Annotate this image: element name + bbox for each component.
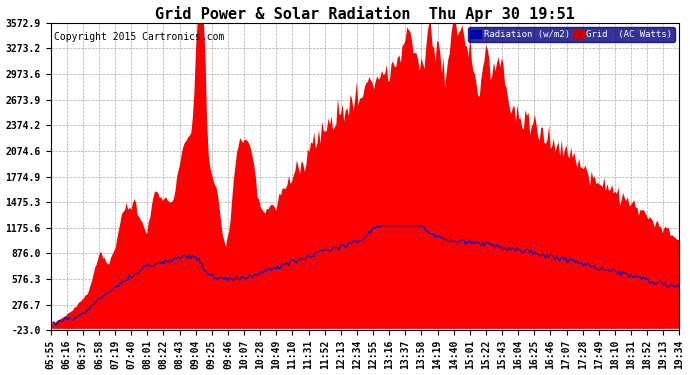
Text: Copyright 2015 Cartronics.com: Copyright 2015 Cartronics.com: [54, 32, 224, 42]
Title: Grid Power & Solar Radiation  Thu Apr 30 19:51: Grid Power & Solar Radiation Thu Apr 30 …: [155, 6, 575, 21]
Legend: Radiation (w/m2), Grid  (AC Watts): Radiation (w/m2), Grid (AC Watts): [468, 27, 675, 42]
